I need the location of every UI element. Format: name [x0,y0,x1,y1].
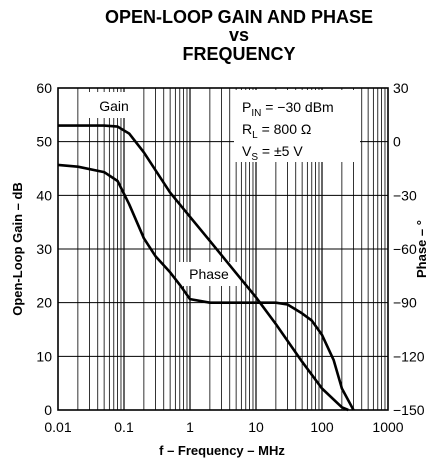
y-right-tick-label: −90 [393,295,417,311]
grid-lines [58,88,388,410]
condition-vs: VS = ±5 V [242,143,303,163]
x-tick-label: 0.1 [114,419,134,435]
y-left-tick-label: 60 [36,80,52,96]
gain-label-box [88,92,140,118]
condition-rl: RL = 800 Ω [242,121,311,141]
condition-rl-subscript: L [252,130,258,141]
gain-series-line [58,124,349,412]
y-axis-left-label: Open-Loop Gain – dB [10,182,25,316]
phase-series-label: Phase [189,266,229,282]
x-tick-label: 1000 [372,419,403,435]
y-right-tick-label: −60 [393,241,417,257]
condition-vs-value: = ±5 V [258,143,303,159]
phase-series-line [57,163,355,411]
condition-pin-subscript: IN [251,108,261,119]
y-left-tick-label: 0 [44,402,52,418]
condition-pin: PIN = −30 dBm [242,99,334,119]
chart-title-line-1: OPEN-LOOP GAIN AND PHASE [105,7,373,27]
y-left-tick-label: 40 [36,187,52,203]
y-axis-right-label: Phase – ° [414,220,429,278]
gain-series-label: Gain [99,98,129,114]
condition-pin-symbol: P [242,99,251,115]
y-left-tick-label: 10 [36,348,52,364]
y-left-tick-label: 30 [36,241,52,257]
condition-pin-value: = −30 dBm [261,99,333,115]
y-right-tick-label: −120 [393,348,425,364]
chart-title-line-2: vs [229,25,249,45]
condition-vs-subscript: S [251,152,258,163]
plot-frame [57,87,389,411]
y-right-tick-label: −30 [393,187,417,203]
condition-vs-symbol: V [242,143,252,159]
conditions-box [234,90,360,162]
chart-title-line-3: FREQUENCY [182,44,295,64]
y-left-tick-label: 50 [36,134,52,150]
condition-rl-value: = 800 Ω [258,121,312,137]
x-tick-label: 100 [310,419,334,435]
y-right-tick-label: −150 [393,402,425,418]
y-right-tick-label: 0 [393,134,401,150]
x-tick-label: 0.01 [44,419,71,435]
y-left-tick-label: 20 [36,295,52,311]
x-tick-label: 1 [186,419,194,435]
y-right-tick-label: 30 [393,80,409,96]
condition-rl-symbol: R [242,121,252,137]
tick-labels: 0.01 0.1 1 10 100 1000 0 10 20 30 40 50 60 30 0 −30 −60 −… [36,80,424,435]
x-axis-label: f – Frequency – MHz [159,443,285,458]
x-tick-label: 10 [248,419,264,435]
